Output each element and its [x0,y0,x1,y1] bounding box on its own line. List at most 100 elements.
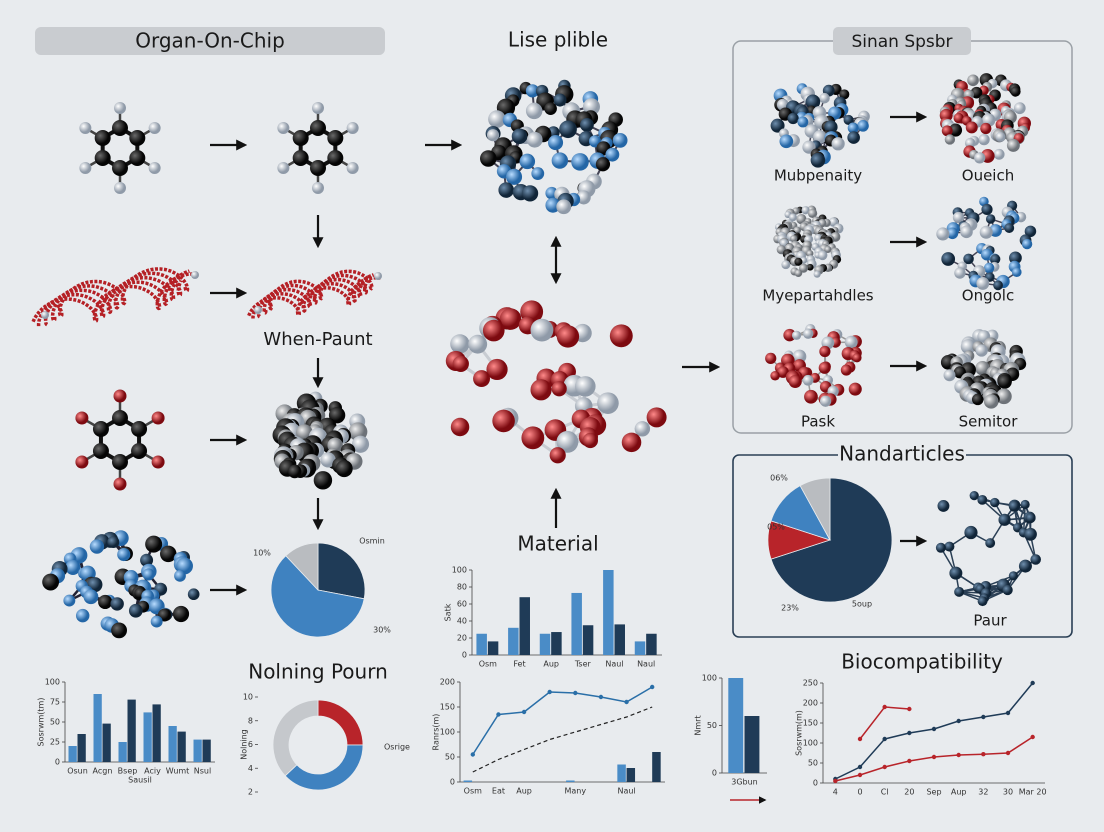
atom [450,417,470,437]
atom [94,150,111,166]
bar [177,731,186,762]
atom [473,370,490,388]
atom [794,269,803,278]
atom [113,389,127,403]
atom [805,94,821,110]
atom [112,160,128,176]
y-tick-label: 50 [707,721,717,730]
point [882,764,887,770]
x-tick-label: Osun [67,767,88,776]
atom [346,122,359,134]
bar [744,716,760,773]
atom [993,280,1003,291]
y-tick-label: 75 [50,698,60,707]
y-tick-label: 8 [248,716,253,725]
atom [847,131,860,144]
atom [993,148,1005,160]
y-tick-label: 4 [248,764,253,773]
atom [1030,554,1041,565]
atom [498,182,515,198]
pie-slice [317,542,366,600]
atom [819,345,831,358]
atom [965,121,978,134]
atom [75,455,89,469]
atom [990,254,1001,265]
bar [551,632,562,655]
helix [50,271,183,323]
y-tick-label: 50 [50,718,60,727]
atom [802,374,814,386]
panel-title: Sinan Spsbr [851,32,952,52]
bar [508,627,519,655]
atom [107,536,120,549]
atom [810,153,826,168]
atom [609,324,633,348]
atom [952,211,965,224]
atom [971,393,984,406]
atom [320,452,336,468]
atom [1006,138,1020,152]
y-axis-label: Satk [444,603,453,621]
atom [310,160,326,176]
atom [452,355,469,373]
y-tick-label: 50 [808,759,818,768]
helix [256,275,370,319]
atom [998,513,1011,526]
y-tick-label: 200 [440,678,455,687]
bar [102,723,111,762]
atom [985,214,996,224]
label: Biocompatibility [841,650,1003,674]
x-tick-label: Tser [574,660,592,669]
panel-title-bg [833,27,971,55]
panel-label: Ongolc [962,287,1014,305]
atom [312,182,324,194]
point [573,690,578,696]
atom [985,538,996,548]
atom [801,206,810,215]
x-tick-label: Many [565,787,587,796]
x-tick-label: Eat [492,787,505,796]
point [882,736,887,742]
atom [551,152,569,169]
atom [844,335,858,349]
atom [75,608,90,623]
atom [111,622,127,639]
atom [804,389,818,404]
atom [117,547,131,562]
atom [310,120,326,136]
point [956,752,961,758]
atom [292,150,309,166]
atom [595,157,611,172]
atom [806,263,814,271]
bar [93,694,102,762]
x-tick-label: Sep [926,788,941,797]
bar [152,704,161,762]
x-tick-label: Naul [617,787,635,796]
atom [612,132,628,148]
bar [127,699,136,762]
panel-label: Mubpenaity [774,167,862,185]
annotation: 05% [767,523,785,532]
atom [519,153,536,170]
line [472,686,653,755]
atom [89,539,105,554]
atom [949,566,963,580]
panel-label: Pask [801,413,835,431]
atom [981,203,993,216]
atom [559,120,577,139]
annotation: 23% [781,604,799,613]
atom [526,131,543,148]
x-tick-label: Naul [637,660,655,669]
helix [247,275,381,317]
point [624,699,629,705]
atom [277,162,290,174]
atom [83,589,99,605]
atom [292,130,309,146]
atom [556,325,580,348]
atom [857,120,869,132]
atom [191,271,199,279]
annotation: 06% [770,474,788,483]
point [907,706,912,712]
point [857,772,863,778]
atom [131,443,148,459]
